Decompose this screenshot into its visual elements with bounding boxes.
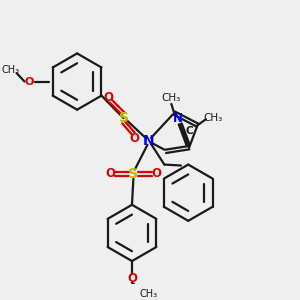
Text: O: O	[24, 76, 33, 87]
Text: O: O	[130, 132, 140, 145]
Text: O: O	[152, 167, 161, 180]
Text: CH₃: CH₃	[162, 93, 181, 103]
Text: S: S	[118, 111, 128, 125]
Text: S: S	[128, 167, 138, 181]
Text: CH₃: CH₃	[140, 289, 158, 299]
Text: O: O	[127, 272, 137, 285]
Text: N: N	[173, 112, 183, 125]
Text: C: C	[185, 126, 193, 136]
Text: O: O	[103, 91, 113, 103]
Text: CH₃: CH₃	[2, 65, 20, 75]
Text: N: N	[143, 134, 155, 148]
Text: O: O	[105, 167, 115, 180]
Text: CH₃: CH₃	[203, 113, 223, 123]
